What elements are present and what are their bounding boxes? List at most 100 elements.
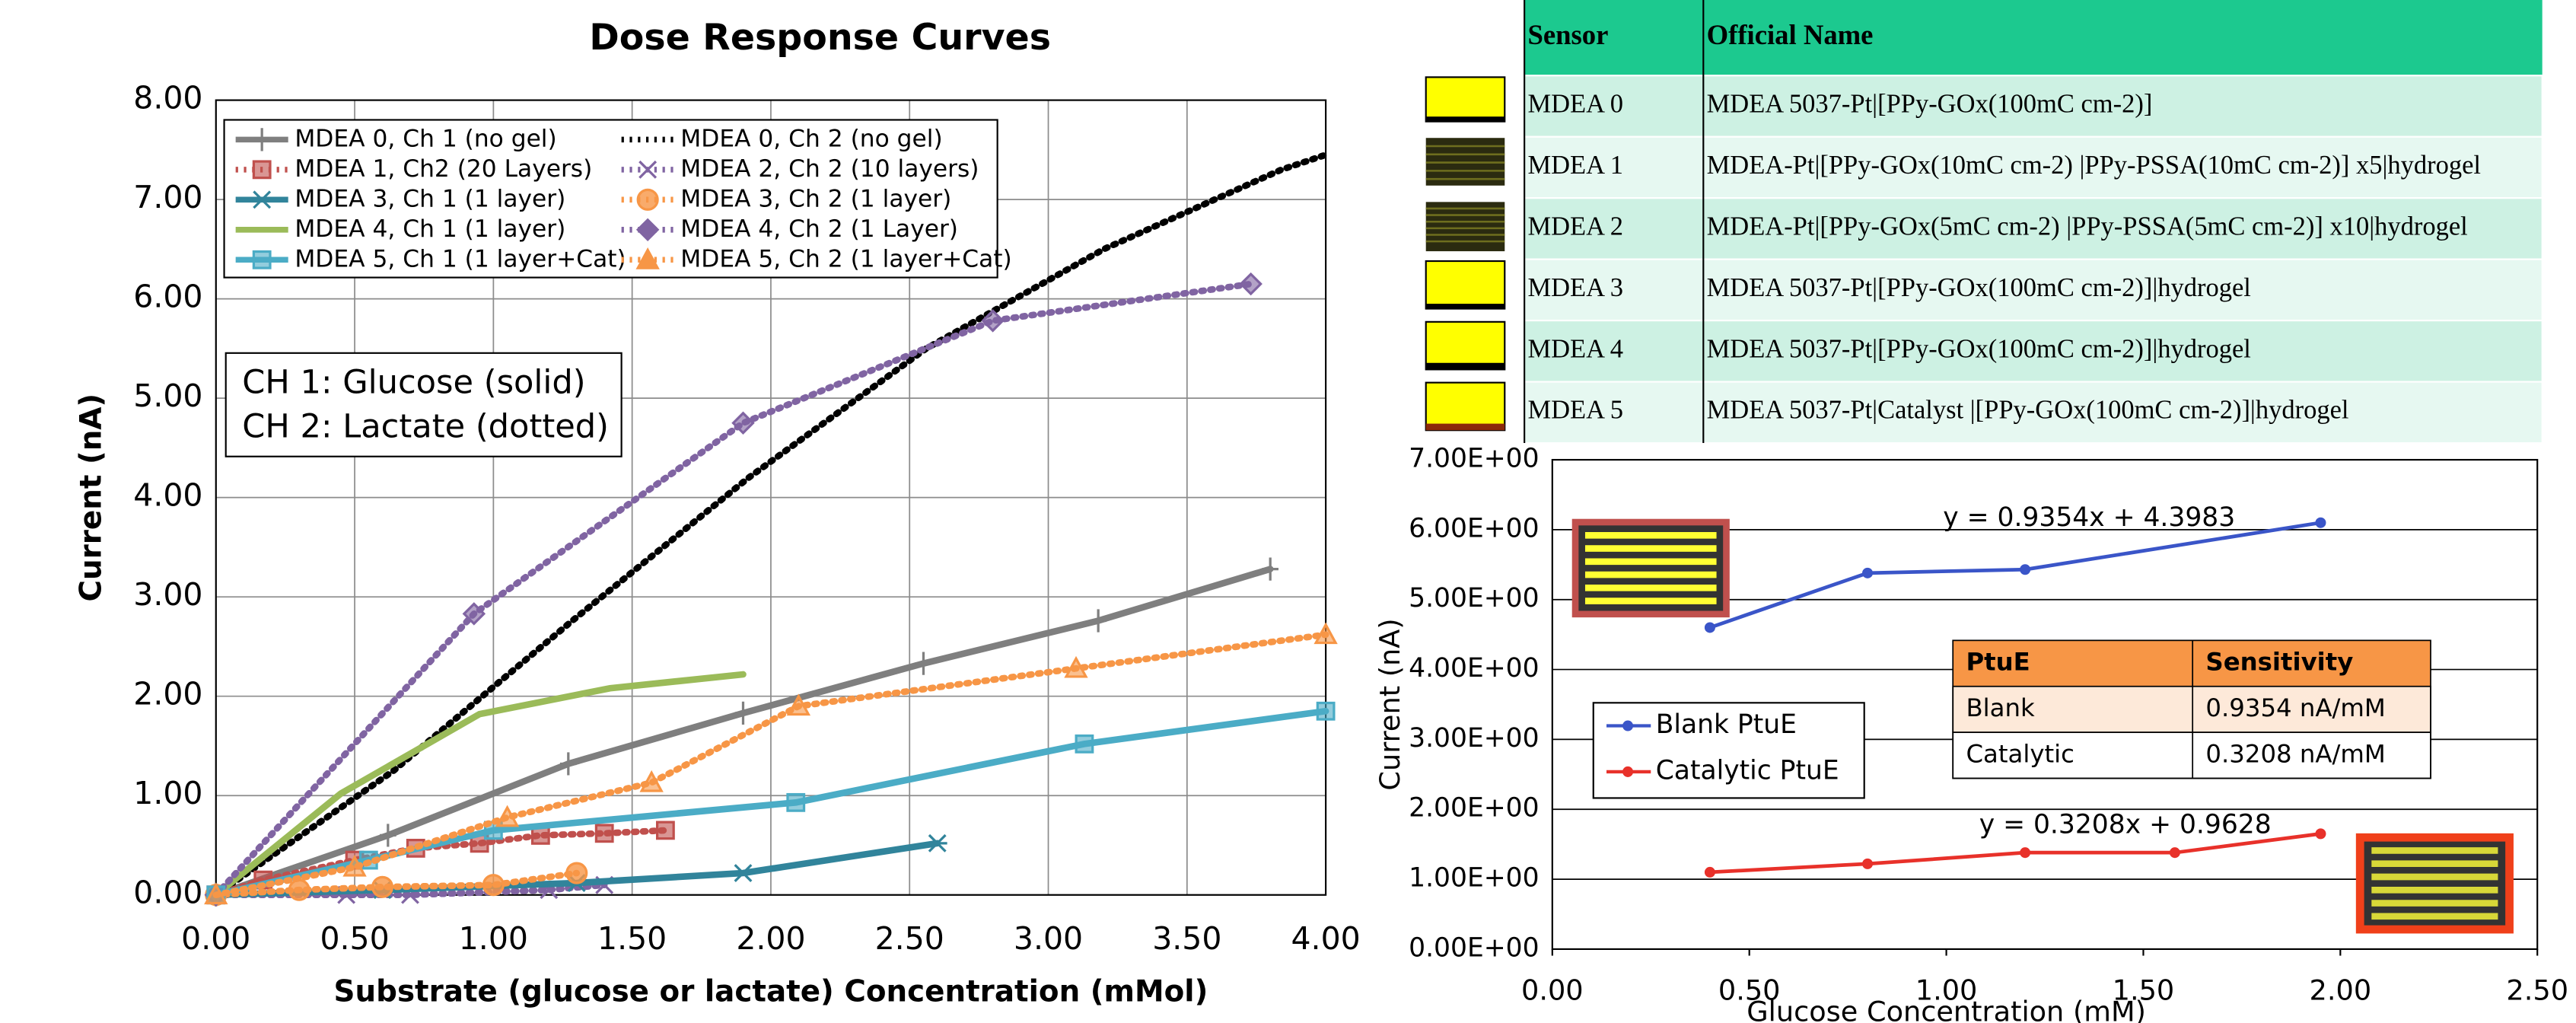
table-cell: MDEA 4 (1527, 334, 1623, 363)
data-point (482, 874, 505, 897)
x-tick-label: 3.00 (1014, 920, 1083, 957)
legend-label: MDEA 0, Ch 1 (no gel) (295, 125, 556, 152)
data-point (462, 602, 486, 626)
inset-frame (1952, 639, 2431, 779)
table-row-bg (1524, 135, 2543, 199)
legend-marker (1622, 720, 1634, 731)
inset-cell: 0.3208 nA/mM (2205, 739, 2385, 768)
data-point (560, 752, 577, 776)
data-point (915, 652, 932, 675)
y-tick-label: 1.00 (133, 775, 202, 811)
x-tick-label: 1.00 (1915, 974, 1978, 1007)
x-tick-label: 2.00 (736, 920, 805, 957)
table-cell: MDEA 5037-Pt|[PPy-GOx(100mC cm-2)]|hydro… (1707, 273, 2251, 302)
y-tick-label: 2.00E+00 (1409, 793, 1539, 824)
chart-title: Dose Response Curves (589, 17, 1051, 59)
table-cell: MDEA 2 (1527, 212, 1623, 241)
legend-marker (252, 190, 272, 209)
legend-box (223, 119, 998, 279)
data-point (786, 792, 806, 812)
x-tick-label: 1.50 (597, 920, 667, 957)
legend-label: MDEA 4, Ch 1 (1 layer) (295, 215, 565, 243)
annotation: CH 1: Glucose (solid) (242, 363, 585, 401)
legend-marker (1622, 766, 1634, 777)
legend-label: Catalytic PtuE (1656, 755, 1839, 786)
y-axis-label: Current (nA) (74, 394, 108, 602)
legend-label: MDEA 3, Ch 2 (1 layer) (680, 185, 951, 212)
data-point (1090, 609, 1107, 633)
series-line (212, 707, 1329, 899)
y-tick-label: 2.00 (133, 676, 202, 712)
electrode-icons (1571, 518, 2514, 934)
data-point (288, 878, 310, 901)
annotation: y = 0.3208x + 0.9628 (1979, 810, 2272, 840)
data-point (1313, 622, 1338, 645)
legend-box (1592, 702, 1865, 799)
y-tick-label: 0.00 (133, 875, 202, 911)
data-point (1262, 557, 1278, 581)
x-tick-label: 0.00 (181, 920, 250, 957)
legend-marker (638, 160, 658, 179)
x-tick-label: 2.50 (2506, 974, 2568, 1007)
data-point (1075, 734, 1094, 754)
series-line (212, 671, 747, 899)
table-row-bg (1524, 381, 2543, 445)
y-tick-label: 1.00E+00 (1409, 863, 1539, 894)
y-tick-label: 3.00 (133, 576, 202, 613)
x-tick-label: 2.50 (875, 920, 944, 957)
x-tick-label: 3.50 (1152, 920, 1221, 957)
y-tick-label: 5.00 (133, 378, 202, 414)
data-point (734, 701, 752, 725)
x-axis-label: Glucose Concentration (mM) (1747, 996, 2146, 1023)
x-tick-label: 0.50 (320, 920, 389, 957)
data-point (2169, 847, 2180, 859)
annotation: CH 2: Lactate (dotted) (242, 408, 609, 446)
x-axis-label: Substrate (glucose or lactate) Concentra… (334, 975, 1208, 1009)
legend-marker (253, 128, 270, 151)
data-point (656, 821, 675, 840)
data-point (635, 218, 660, 242)
table-row-bg (1524, 75, 2543, 138)
inset-cell: Blank (1966, 693, 2034, 722)
inset-cell: 0.9354 nA/mM (2205, 693, 2385, 722)
data-point (371, 875, 394, 898)
data-point (786, 693, 811, 716)
sensor-icons (1425, 76, 1506, 432)
table-row-bg (1524, 258, 2543, 322)
data-point (733, 864, 753, 882)
data-point (2020, 847, 2031, 859)
x-tick-label: 1.00 (459, 920, 528, 957)
data-point (639, 770, 664, 792)
data-point (1862, 858, 1874, 869)
data-point (2315, 828, 2326, 840)
legend-marker (252, 160, 272, 180)
legend-label: MDEA 2, Ch 2 (10 layers) (680, 155, 979, 183)
data-point (2020, 564, 2031, 575)
y-tick-label: 4.00 (133, 477, 202, 514)
table-cell: MDEA 5037-Pt|Catalyst |[PPy-GOx(100mC cm… (1707, 396, 2349, 425)
y-tick-label: 6.00E+00 (1409, 513, 1539, 543)
legend-label: Blank PtuE (1656, 709, 1797, 740)
x-tick-label: 0.00 (1521, 974, 1584, 1007)
inset-cell: Catalytic (1966, 739, 2074, 768)
y-tick-label: 4.00E+00 (1409, 653, 1539, 684)
data-point (1064, 655, 1088, 678)
table-cell: MDEA 1 (1527, 151, 1623, 180)
table-cell: MDEA-Pt|[PPy-GOx(10mC cm-2) |PPy-PSSA(10… (1707, 151, 2481, 180)
plot-frame (215, 99, 1327, 896)
data-point (731, 411, 755, 435)
data-point (380, 824, 396, 847)
y-tick-label: 3.00E+00 (1409, 723, 1539, 754)
data-point (1316, 701, 1336, 721)
legend-marker (252, 250, 272, 269)
y-tick-label: 7.00 (133, 179, 202, 215)
data-point (927, 833, 947, 852)
legend-label: MDEA 1, Ch2 (20 Layers) (295, 155, 592, 183)
data-point (495, 805, 520, 827)
legend-label: MDEA 4, Ch 2 (1 Layer) (680, 215, 958, 243)
table-cell: MDEA 5037-Pt|[PPy-GOx(100mC cm-2)] (1707, 89, 2153, 118)
data-point (204, 882, 228, 905)
series-line (212, 827, 669, 899)
